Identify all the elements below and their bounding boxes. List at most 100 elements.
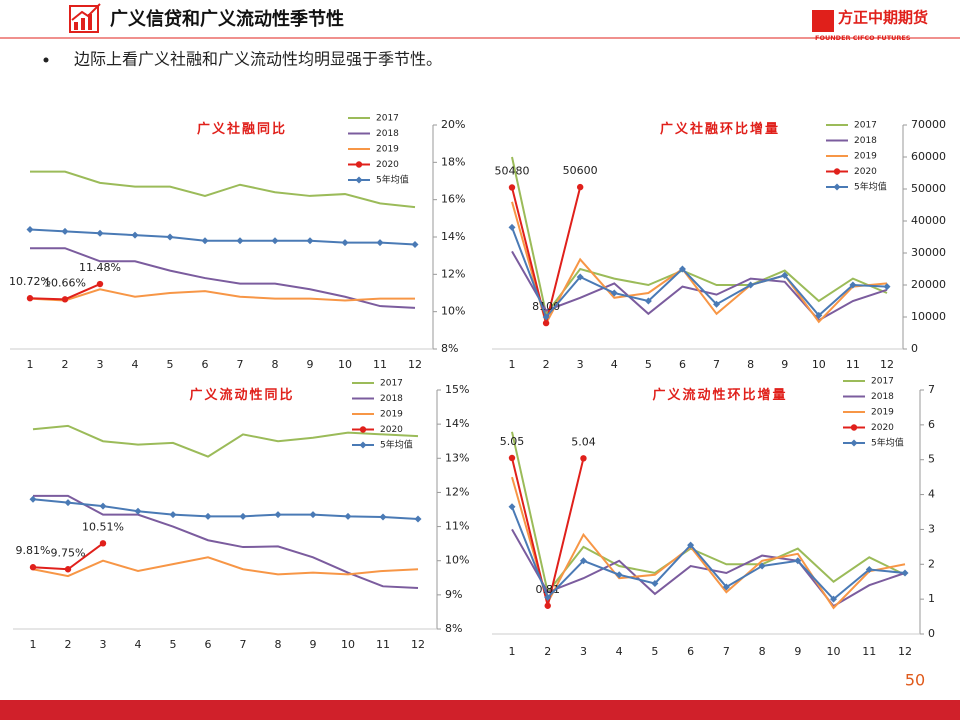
point-marker bbox=[204, 512, 212, 520]
y-tick-label: 4 bbox=[928, 488, 935, 501]
legend-label: 2018 bbox=[871, 392, 894, 402]
legend-label: 2017 bbox=[380, 379, 403, 389]
chart-title: 广义流动性同比 bbox=[189, 387, 294, 402]
point-marker bbox=[271, 237, 279, 245]
chart-title: 广义流动性环比增量 bbox=[652, 387, 787, 402]
y-tick-label: 12% bbox=[441, 267, 465, 280]
point-marker bbox=[61, 296, 69, 303]
x-tick-label: 9 bbox=[794, 645, 801, 658]
point-marker bbox=[850, 439, 858, 447]
series-line bbox=[33, 494, 419, 590]
x-tick-label: 1 bbox=[509, 645, 516, 658]
x-tick-label: 7 bbox=[237, 358, 244, 371]
x-tick-label: 5 bbox=[170, 638, 177, 651]
y-tick-label: 10% bbox=[441, 305, 465, 318]
y-tick-label: 3 bbox=[928, 522, 935, 535]
point-marker bbox=[169, 511, 177, 519]
point-marker bbox=[747, 281, 755, 289]
point-marker bbox=[794, 557, 802, 565]
point-marker bbox=[355, 176, 363, 184]
point-marker bbox=[508, 503, 516, 511]
point-marker bbox=[542, 313, 550, 321]
legend-label: 2020 bbox=[376, 160, 399, 170]
point-marker bbox=[99, 540, 107, 547]
point-marker bbox=[865, 566, 873, 574]
x-tick-label: 7 bbox=[240, 638, 247, 651]
legend-label: 2019 bbox=[376, 145, 399, 155]
point-marker bbox=[131, 231, 139, 239]
legend-label: 2020 bbox=[871, 423, 894, 433]
point-marker bbox=[134, 507, 142, 515]
point-marker bbox=[833, 183, 841, 191]
x-tick-label: 12 bbox=[411, 638, 425, 651]
legend-label: 2019 bbox=[854, 152, 877, 162]
data-label: 50480 bbox=[495, 164, 530, 177]
point-marker bbox=[833, 168, 841, 175]
legend-label: 2019 bbox=[380, 410, 403, 420]
x-tick-label: 5 bbox=[167, 358, 174, 371]
x-tick-label: 10 bbox=[812, 358, 826, 371]
point-marker bbox=[687, 541, 695, 549]
x-tick-label: 6 bbox=[202, 358, 209, 371]
series-line bbox=[511, 431, 906, 595]
logo-mark bbox=[812, 10, 834, 32]
series-line bbox=[32, 556, 419, 578]
point-marker bbox=[713, 300, 721, 308]
data-label: 9.75% bbox=[51, 546, 86, 559]
x-tick-label: 4 bbox=[132, 358, 139, 371]
point-marker bbox=[883, 283, 891, 291]
point-marker bbox=[274, 511, 282, 519]
x-tick-label: 2 bbox=[65, 638, 72, 651]
point-marker bbox=[722, 583, 730, 591]
point-marker bbox=[576, 273, 584, 281]
legend-label: 5年均值 bbox=[854, 181, 887, 193]
chart-title: 广义社融环比增量 bbox=[660, 121, 780, 136]
y-tick-label: 15% bbox=[445, 383, 469, 396]
y-tick-label: 0 bbox=[911, 342, 918, 355]
point-marker bbox=[99, 502, 107, 510]
y-tick-label: 14% bbox=[445, 417, 469, 430]
point-marker bbox=[359, 441, 367, 449]
x-tick-label: 1 bbox=[509, 358, 516, 371]
series-line bbox=[30, 247, 416, 309]
legend-label: 2018 bbox=[380, 394, 403, 404]
point-marker bbox=[576, 183, 584, 191]
bullet-dot bbox=[43, 57, 49, 63]
x-tick-label: 3 bbox=[580, 645, 587, 658]
series-line bbox=[511, 156, 888, 317]
legend-label: 2018 bbox=[376, 129, 399, 139]
legend-label: 5年均值 bbox=[380, 439, 413, 451]
x-tick-label: 12 bbox=[408, 358, 422, 371]
point-marker bbox=[359, 426, 367, 433]
x-tick-label: 10 bbox=[827, 645, 841, 658]
x-tick-label: 11 bbox=[846, 358, 860, 371]
point-marker bbox=[508, 223, 516, 231]
chart-title: 广义社融同比 bbox=[197, 121, 287, 136]
series-line bbox=[29, 288, 415, 302]
y-tick-label: 40000 bbox=[911, 214, 946, 227]
y-tick-label: 70000 bbox=[911, 118, 946, 131]
series-line bbox=[29, 228, 416, 246]
y-tick-label: 0 bbox=[928, 627, 935, 640]
legend-label: 2017 bbox=[376, 114, 399, 124]
logo-text: 方正中期期货 bbox=[838, 9, 928, 27]
x-tick-label: 4 bbox=[616, 645, 623, 658]
y-tick-label: 18% bbox=[441, 155, 465, 168]
y-tick-label: 14% bbox=[441, 230, 465, 243]
x-tick-label: 8 bbox=[747, 358, 754, 371]
page-number: 50 bbox=[905, 671, 925, 690]
x-tick-label: 10 bbox=[341, 638, 355, 651]
point-marker bbox=[414, 515, 422, 523]
y-tick-label: 5 bbox=[928, 453, 935, 466]
data-label: 10.66% bbox=[44, 276, 86, 289]
point-marker bbox=[850, 424, 858, 431]
legend-label: 2018 bbox=[854, 136, 877, 146]
y-tick-label: 2 bbox=[928, 557, 935, 570]
series-line bbox=[511, 227, 888, 319]
x-tick-label: 4 bbox=[611, 358, 618, 371]
data-label: 9.81% bbox=[16, 544, 51, 557]
y-tick-label: 8% bbox=[441, 342, 458, 355]
point-marker bbox=[849, 281, 857, 289]
